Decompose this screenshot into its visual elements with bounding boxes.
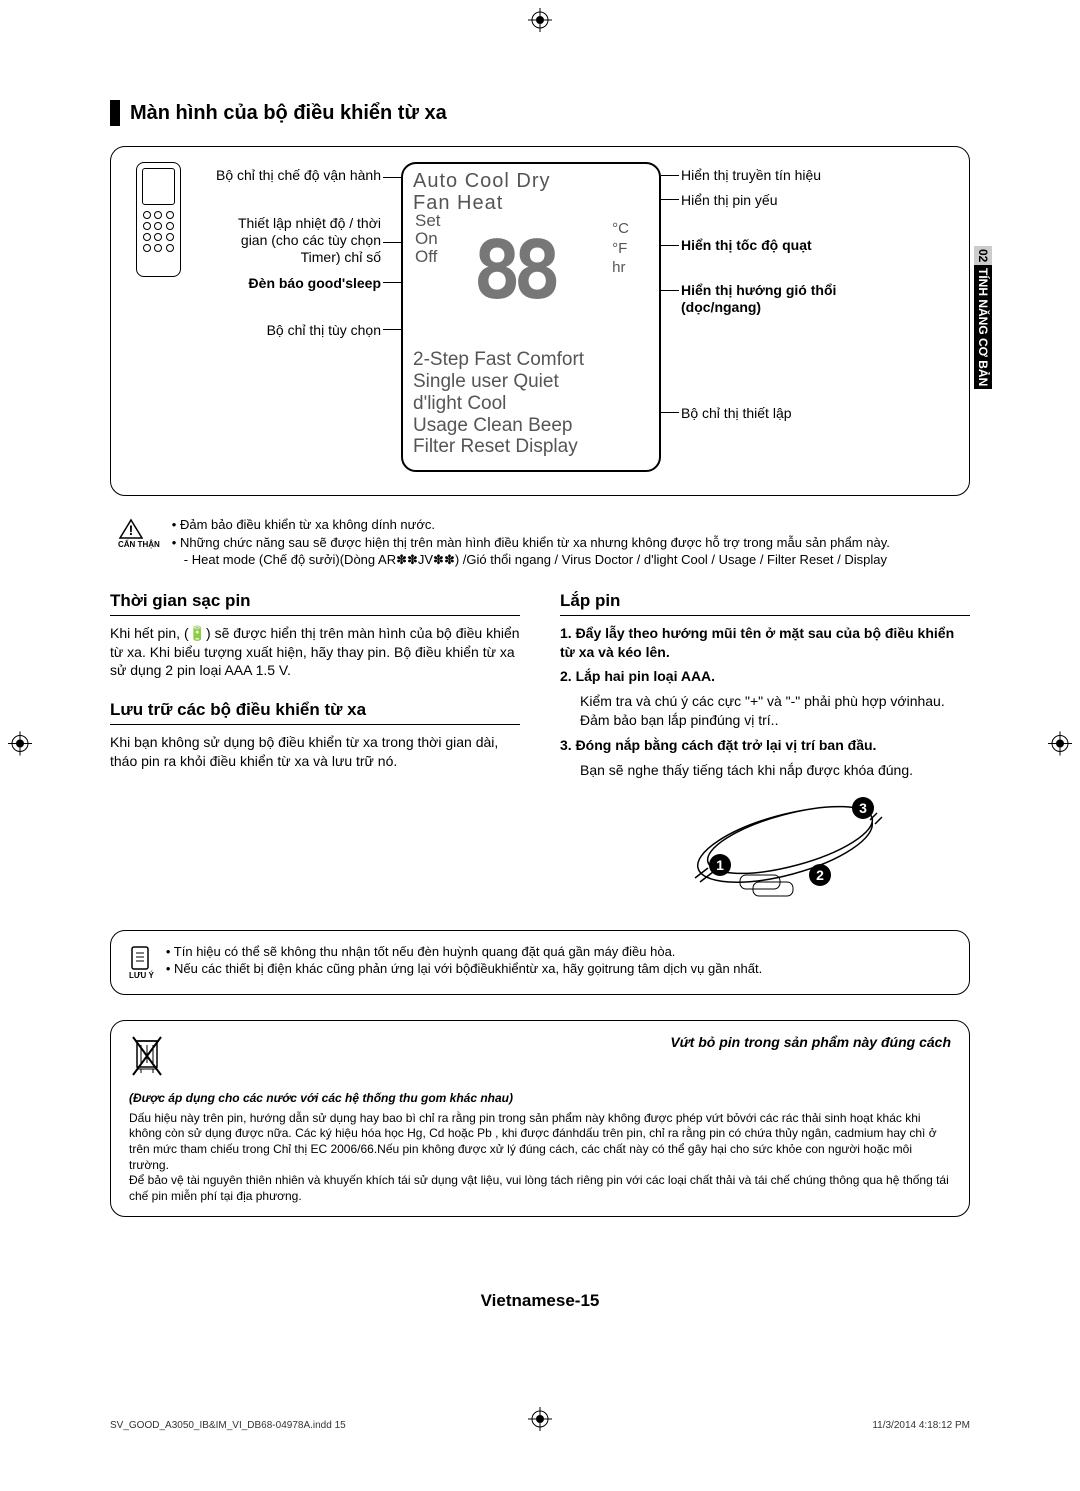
svg-text:!: ! — [129, 522, 134, 538]
reg-mark-top — [528, 8, 552, 37]
label-option: Bộ chỉ thị tùy chọn — [211, 322, 381, 339]
svg-text:3: 3 — [859, 800, 867, 816]
side-tab: 02TÍNH NĂNG CƠ BẢN — [970, 225, 992, 405]
caution-text: • Đảm bảo điều khiển từ xa không dính nư… — [172, 516, 890, 569]
disposal-sub: (Được áp dụng cho các nước với các hệ th… — [129, 1091, 951, 1107]
lcd-row2: Fan Heat — [413, 192, 649, 214]
caution-icon: ! CẨN THẬN — [118, 518, 160, 569]
bin-icon — [129, 1033, 165, 1084]
right-column: Lắp pin 1. Đẩy lẫy theo hướng mũi tên ở … — [560, 591, 970, 905]
title-bar — [110, 100, 120, 126]
reg-mark-right — [1048, 731, 1072, 760]
sub2-body: Khi bạn không sử dụng bộ điều khiển từ x… — [110, 733, 520, 771]
label-goodsleep: Đèn báo good'sleep — [211, 275, 381, 292]
two-column-section: Thời gian sạc pin Khi hết pin, (🔋) sẽ đư… — [110, 591, 970, 905]
disposal-title: Vứt bỏ pin trong sản phẩm này đúng cách — [670, 1033, 951, 1051]
lcd-digits: 88 — [473, 224, 553, 317]
label-temp: Thiết lập nhiệt độ / thời gian (cho các … — [211, 215, 381, 265]
disposal-p2: Để bảo vệ tài nguyên thiên nhiên và khuy… — [129, 1173, 951, 1204]
label-airflow: Hiển thị hướng gió thổi (dọc/ngang) — [681, 282, 901, 316]
lcd-display: Auto Cool Dry Fan Heat Set On Off 88 °C … — [401, 162, 661, 472]
svg-text:2: 2 — [816, 867, 824, 883]
title-text: Màn hình của bộ điều khiển từ xa — [130, 102, 447, 125]
label-setup: Bộ chỉ thị thiết lập — [681, 405, 901, 422]
footer-left: SV_GOOD_A3050_IB&IM_VI_DB68-04978A.indd … — [110, 1420, 346, 1431]
lcd-row1: Auto Cool Dry — [413, 170, 649, 192]
footer: SV_GOOD_A3050_IB&IM_VI_DB68-04978A.indd … — [110, 1420, 970, 1431]
remote-illustration — [136, 162, 181, 277]
note-box: LƯU Ý • Tín hiệu có thể sẽ không thu nhậ… — [110, 930, 970, 995]
disposal-box: Vứt bỏ pin trong sản phẩm này đúng cách … — [110, 1020, 970, 1218]
svg-text:1: 1 — [716, 857, 724, 873]
sub3-body: 1. Đẩy lẫy theo hướng mũi tên ở mặt sau … — [560, 624, 970, 780]
sub2-title: Lưu trữ các bộ điều khiển từ xa — [110, 700, 520, 725]
lcd-setoff: Set On Off — [415, 212, 441, 266]
sub1-title: Thời gian sạc pin — [110, 591, 520, 616]
battery-illustration: 1 2 3 — [560, 790, 970, 905]
label-signal: Hiển thị truyền tín hiệu — [681, 167, 901, 184]
note-icon: LƯU Ý — [129, 945, 154, 982]
side-tab-text: TÍNH NĂNG CƠ BẢN — [974, 265, 992, 389]
side-tab-num: 02 — [974, 246, 992, 265]
label-fan: Hiển thị tốc độ quạt — [681, 237, 901, 254]
sub1-body: Khi hết pin, (🔋) sẽ được hiển thị trên m… — [110, 624, 520, 681]
disposal-p1: Dấu hiệu này trên pin, hướng dẫn sử dụng… — [129, 1111, 951, 1173]
page-number: Vietnamese-15 — [0, 1291, 1080, 1311]
sub3-title: Lắp pin — [560, 591, 970, 616]
label-battery: Hiển thị pin yếu — [681, 192, 901, 209]
lcd-lower: 2-Step Fast Comfort Single user Quiet d'… — [413, 349, 649, 458]
footer-right: 11/3/2014 4:18:12 PM — [872, 1420, 970, 1431]
left-column: Thời gian sạc pin Khi hết pin, (🔋) sẽ đư… — [110, 591, 520, 905]
lcd-units: °C °F hr — [612, 219, 629, 278]
reg-mark-left — [8, 731, 32, 760]
caution-box: ! CẨN THẬN • Đảm bảo điều khiển từ xa kh… — [110, 516, 970, 569]
diagram-box: Bộ chỉ thị chế độ vận hành Thiết lập nhi… — [110, 146, 970, 496]
label-mode: Bộ chỉ thị chế độ vận hành — [211, 167, 381, 184]
section-title: Màn hình của bộ điều khiển từ xa — [110, 100, 970, 126]
note-text: • Tín hiệu có thể sẽ không thu nhận tốt … — [166, 943, 762, 982]
